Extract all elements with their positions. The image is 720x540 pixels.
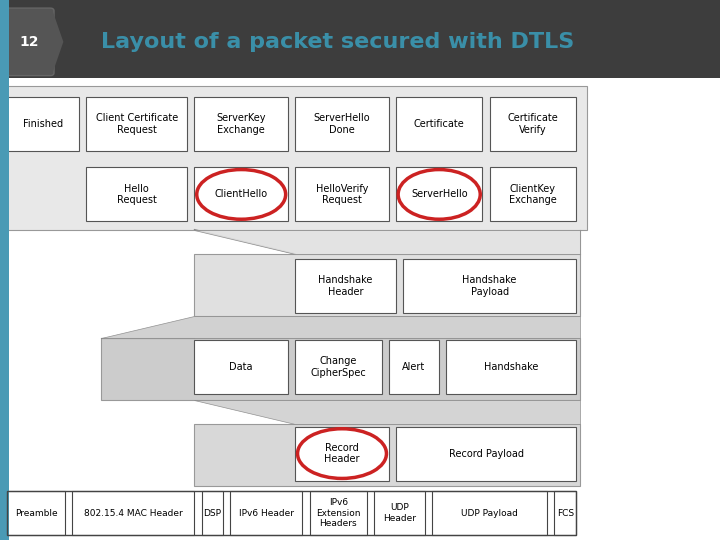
Text: DSP: DSP	[204, 509, 222, 517]
Text: Client Certificate
Request: Client Certificate Request	[96, 113, 178, 135]
Bar	[7, 86, 587, 230]
Bar	[295, 167, 389, 221]
Bar	[389, 340, 439, 394]
Text: ClientHello: ClientHello	[215, 190, 268, 199]
Bar	[194, 254, 580, 316]
Bar	[194, 424, 580, 486]
Text: ClientKey
Exchange: ClientKey Exchange	[509, 184, 557, 205]
Text: Handshake
Header: Handshake Header	[318, 275, 373, 297]
Bar	[194, 97, 288, 151]
Polygon shape	[53, 11, 63, 73]
Text: Certificate
Verify: Certificate Verify	[508, 113, 558, 135]
Bar	[7, 97, 79, 151]
Text: Handshake
Payload: Handshake Payload	[462, 275, 517, 297]
Bar	[374, 491, 425, 535]
Bar	[0, 0, 9, 540]
Bar	[86, 97, 187, 151]
Bar	[101, 338, 580, 400]
Polygon shape	[101, 316, 580, 338]
Bar	[86, 167, 187, 221]
Text: Layout of a packet secured with DTLS: Layout of a packet secured with DTLS	[101, 32, 574, 52]
Bar	[490, 167, 576, 221]
Text: Handshake: Handshake	[484, 362, 539, 372]
Bar	[295, 259, 396, 313]
Bar	[194, 340, 288, 394]
Bar	[554, 491, 576, 535]
Text: ServerHello: ServerHello	[411, 190, 467, 199]
Bar	[7, 491, 65, 535]
Text: 802.15.4 MAC Header: 802.15.4 MAC Header	[84, 509, 183, 517]
Text: Change
CipherSpec: Change CipherSpec	[310, 356, 366, 378]
Text: Finished: Finished	[23, 119, 63, 129]
Text: Certificate: Certificate	[414, 119, 464, 129]
Text: Preamble: Preamble	[14, 509, 58, 517]
Bar	[202, 491, 223, 535]
Text: Data: Data	[230, 362, 253, 372]
Bar	[0, 0, 720, 78]
Text: Record Payload: Record Payload	[449, 449, 523, 458]
Bar	[194, 167, 288, 221]
Text: 12: 12	[19, 35, 39, 49]
Text: ServerHello
Done: ServerHello Done	[314, 113, 370, 135]
Bar	[295, 97, 389, 151]
Text: FCS: FCS	[557, 509, 574, 517]
FancyBboxPatch shape	[4, 8, 54, 76]
Text: UDP
Header: UDP Header	[383, 503, 416, 523]
Bar	[396, 167, 482, 221]
Text: ServerKey
Exchange: ServerKey Exchange	[217, 113, 266, 135]
Text: IPv6 Header: IPv6 Header	[239, 509, 294, 517]
Bar	[490, 97, 576, 151]
Bar	[396, 97, 482, 151]
Bar	[396, 427, 576, 481]
Bar	[72, 491, 194, 535]
Bar	[295, 340, 382, 394]
Bar	[432, 491, 547, 535]
Bar	[403, 259, 576, 313]
Text: UDP Payload: UDP Payload	[462, 509, 518, 517]
Text: HelloVerify
Request: HelloVerify Request	[316, 184, 368, 205]
Text: IPv6
Extension
Headers: IPv6 Extension Headers	[316, 498, 361, 528]
Polygon shape	[194, 400, 580, 424]
Bar	[310, 491, 367, 535]
Polygon shape	[194, 230, 580, 254]
Text: Record
Header: Record Header	[324, 443, 360, 464]
Text: Hello
Request: Hello Request	[117, 184, 157, 205]
Bar	[7, 491, 576, 535]
Bar	[295, 427, 389, 481]
Bar	[446, 340, 576, 394]
Text: Alert: Alert	[402, 362, 426, 372]
Bar	[230, 491, 302, 535]
